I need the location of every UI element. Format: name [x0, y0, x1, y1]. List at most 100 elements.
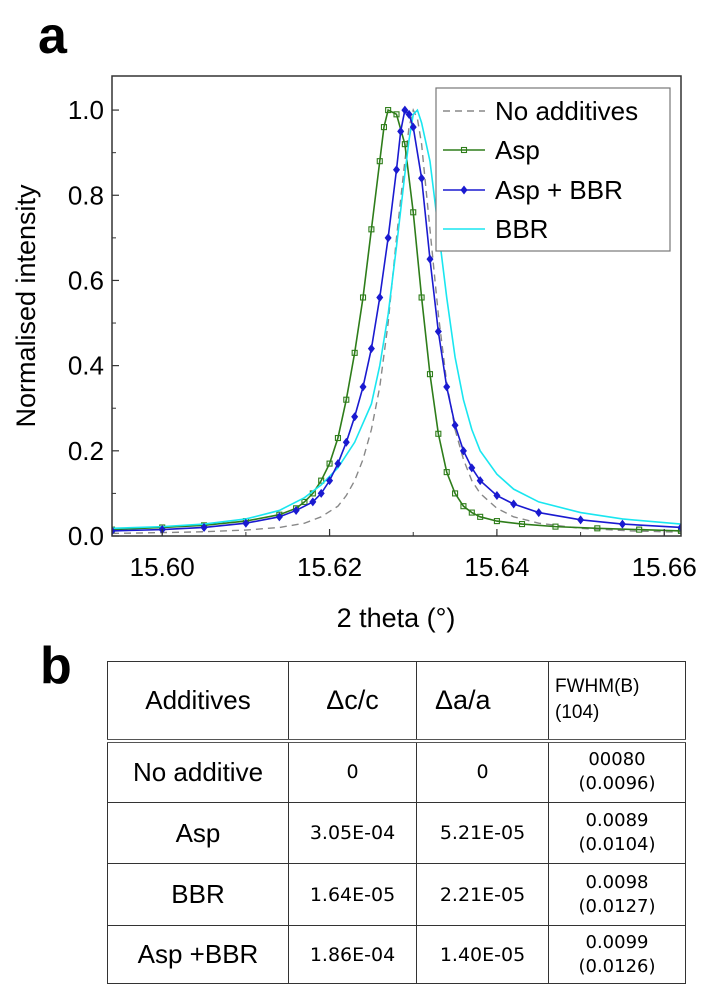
row-delta-c: 1.86E-04 — [288, 925, 417, 984]
data-point — [434, 327, 442, 337]
data-point — [367, 344, 375, 354]
row-fwhm-paren: (0.0126) — [578, 955, 656, 977]
row-fwhm-value: 0.0098 — [585, 871, 649, 893]
data-point — [318, 477, 325, 484]
data-point — [275, 512, 283, 522]
legend-marker — [460, 185, 468, 195]
row-fwhm: 00080 (0.0096) — [548, 740, 686, 803]
legend-label: Asp — [495, 135, 540, 165]
data-point — [518, 521, 526, 528]
y-tick-label: 0.0 — [68, 521, 104, 551]
data-point — [468, 509, 475, 516]
series-bbr — [112, 108, 681, 530]
data-point — [451, 420, 459, 430]
data-point — [343, 396, 350, 403]
data-point — [468, 463, 476, 473]
row-name: Asp +BBR — [107, 925, 289, 984]
legend: No additives Asp Asp + BBR BBR — [435, 87, 671, 252]
data-point — [393, 165, 400, 175]
data-point — [405, 109, 413, 119]
header-additives: Additives — [107, 661, 289, 743]
table-row: BBR 1.64E-05 2.21E-05 0.0098 (0.0127) — [107, 863, 686, 926]
y-tick-label: 0.4 — [68, 351, 104, 381]
data-point — [342, 437, 350, 447]
row-fwhm: 0.0089 (0.0104) — [548, 802, 686, 864]
table-row: No additive 0 0 00080 (0.0096) — [107, 740, 686, 803]
x-tick-label: 15.66 — [632, 552, 697, 582]
panel-label-b: b — [40, 637, 72, 695]
row-delta-c: 0 — [288, 740, 417, 803]
data-point — [460, 503, 467, 510]
header-delta-c: Δc/c — [288, 661, 417, 743]
row-fwhm-paren: (0.0127) — [578, 895, 656, 917]
header-fwhm: FWHM(B) (104) — [548, 661, 686, 743]
data-point — [385, 107, 392, 114]
row-fwhm: 0.0099 (0.0126) — [548, 925, 686, 984]
data-point — [334, 459, 342, 469]
data-point — [510, 499, 518, 509]
data-point — [636, 526, 643, 533]
row-delta-c: 1.64E-05 — [288, 863, 417, 926]
data-point — [368, 226, 375, 233]
data-point — [452, 490, 459, 497]
data-point — [317, 488, 325, 498]
data-point — [409, 122, 417, 132]
series-line-no-additives — [112, 108, 681, 535]
row-delta-a: 2.21E-05 — [416, 863, 549, 926]
data-point — [359, 382, 367, 392]
data-point — [393, 111, 400, 118]
y-tick-label: 0.2 — [68, 436, 104, 466]
y-axis-title: Normalised intensity — [11, 184, 41, 428]
data-point — [418, 173, 426, 183]
y-tick-label: 0.6 — [68, 265, 104, 295]
row-delta-a: 0 — [416, 740, 549, 803]
legend-label: Asp + BBR — [495, 175, 623, 205]
header-fwhm-line2: (104) — [555, 702, 600, 724]
lattice-strain-table: Additives Δc/c Δa/a FWHM(B) (104) No add… — [107, 661, 686, 984]
data-point — [618, 519, 626, 529]
plot-frame — [111, 75, 682, 537]
peak-chart: 15.60 15.62 15.64 15.66 0.0 0.2 0.4 0.6 0.8 1.0 N… — [11, 75, 697, 633]
x-tick-label: 15.60 — [130, 552, 195, 582]
row-delta-c: 3.05E-04 — [288, 802, 417, 864]
row-fwhm-value: 0.0099 — [585, 931, 649, 953]
series-line-bbr — [112, 108, 681, 530]
row-name: Asp — [107, 802, 289, 864]
x-tick-label: 15.64 — [464, 552, 529, 582]
data-point — [535, 508, 543, 518]
data-point — [309, 497, 317, 507]
data-point — [552, 523, 559, 530]
data-point — [435, 430, 442, 437]
data-point — [418, 294, 425, 301]
data-point — [477, 513, 484, 520]
data-point — [426, 371, 434, 378]
data-point — [577, 515, 585, 525]
row-fwhm-paren: (0.0104) — [578, 834, 656, 855]
legend-label: No additives — [495, 96, 638, 126]
y-tick-label: 1.0 — [68, 95, 104, 125]
row-fwhm-value: 0.0089 — [585, 810, 649, 831]
data-point — [351, 412, 359, 422]
data-point — [359, 294, 367, 301]
data-point — [397, 126, 405, 136]
table-header-row: Additives Δc/c Δa/a FWHM(B) (104) — [107, 661, 686, 743]
legend-label: BBR — [495, 214, 548, 244]
row-fwhm: 0.0098 (0.0127) — [548, 863, 686, 926]
series-asp-bbr — [112, 105, 681, 536]
data-point — [493, 518, 500, 525]
legend-box — [435, 87, 671, 252]
data-point — [476, 476, 484, 486]
row-delta-a: 1.40E-05 — [416, 925, 549, 984]
data-point — [200, 522, 208, 532]
data-point — [677, 522, 681, 532]
data-point — [376, 292, 384, 302]
row-name: No additive — [107, 740, 289, 803]
y-tick-label: 0.8 — [68, 180, 104, 210]
header-delta-a: Δa/a — [416, 661, 549, 743]
data-point — [384, 233, 392, 243]
data-point — [401, 141, 408, 148]
data-point — [351, 349, 358, 356]
table-row: Asp +BBR 1.86E-04 1.40E-05 0.0099 (0.012… — [107, 925, 686, 984]
data-point — [426, 254, 434, 264]
data-point — [459, 446, 467, 456]
